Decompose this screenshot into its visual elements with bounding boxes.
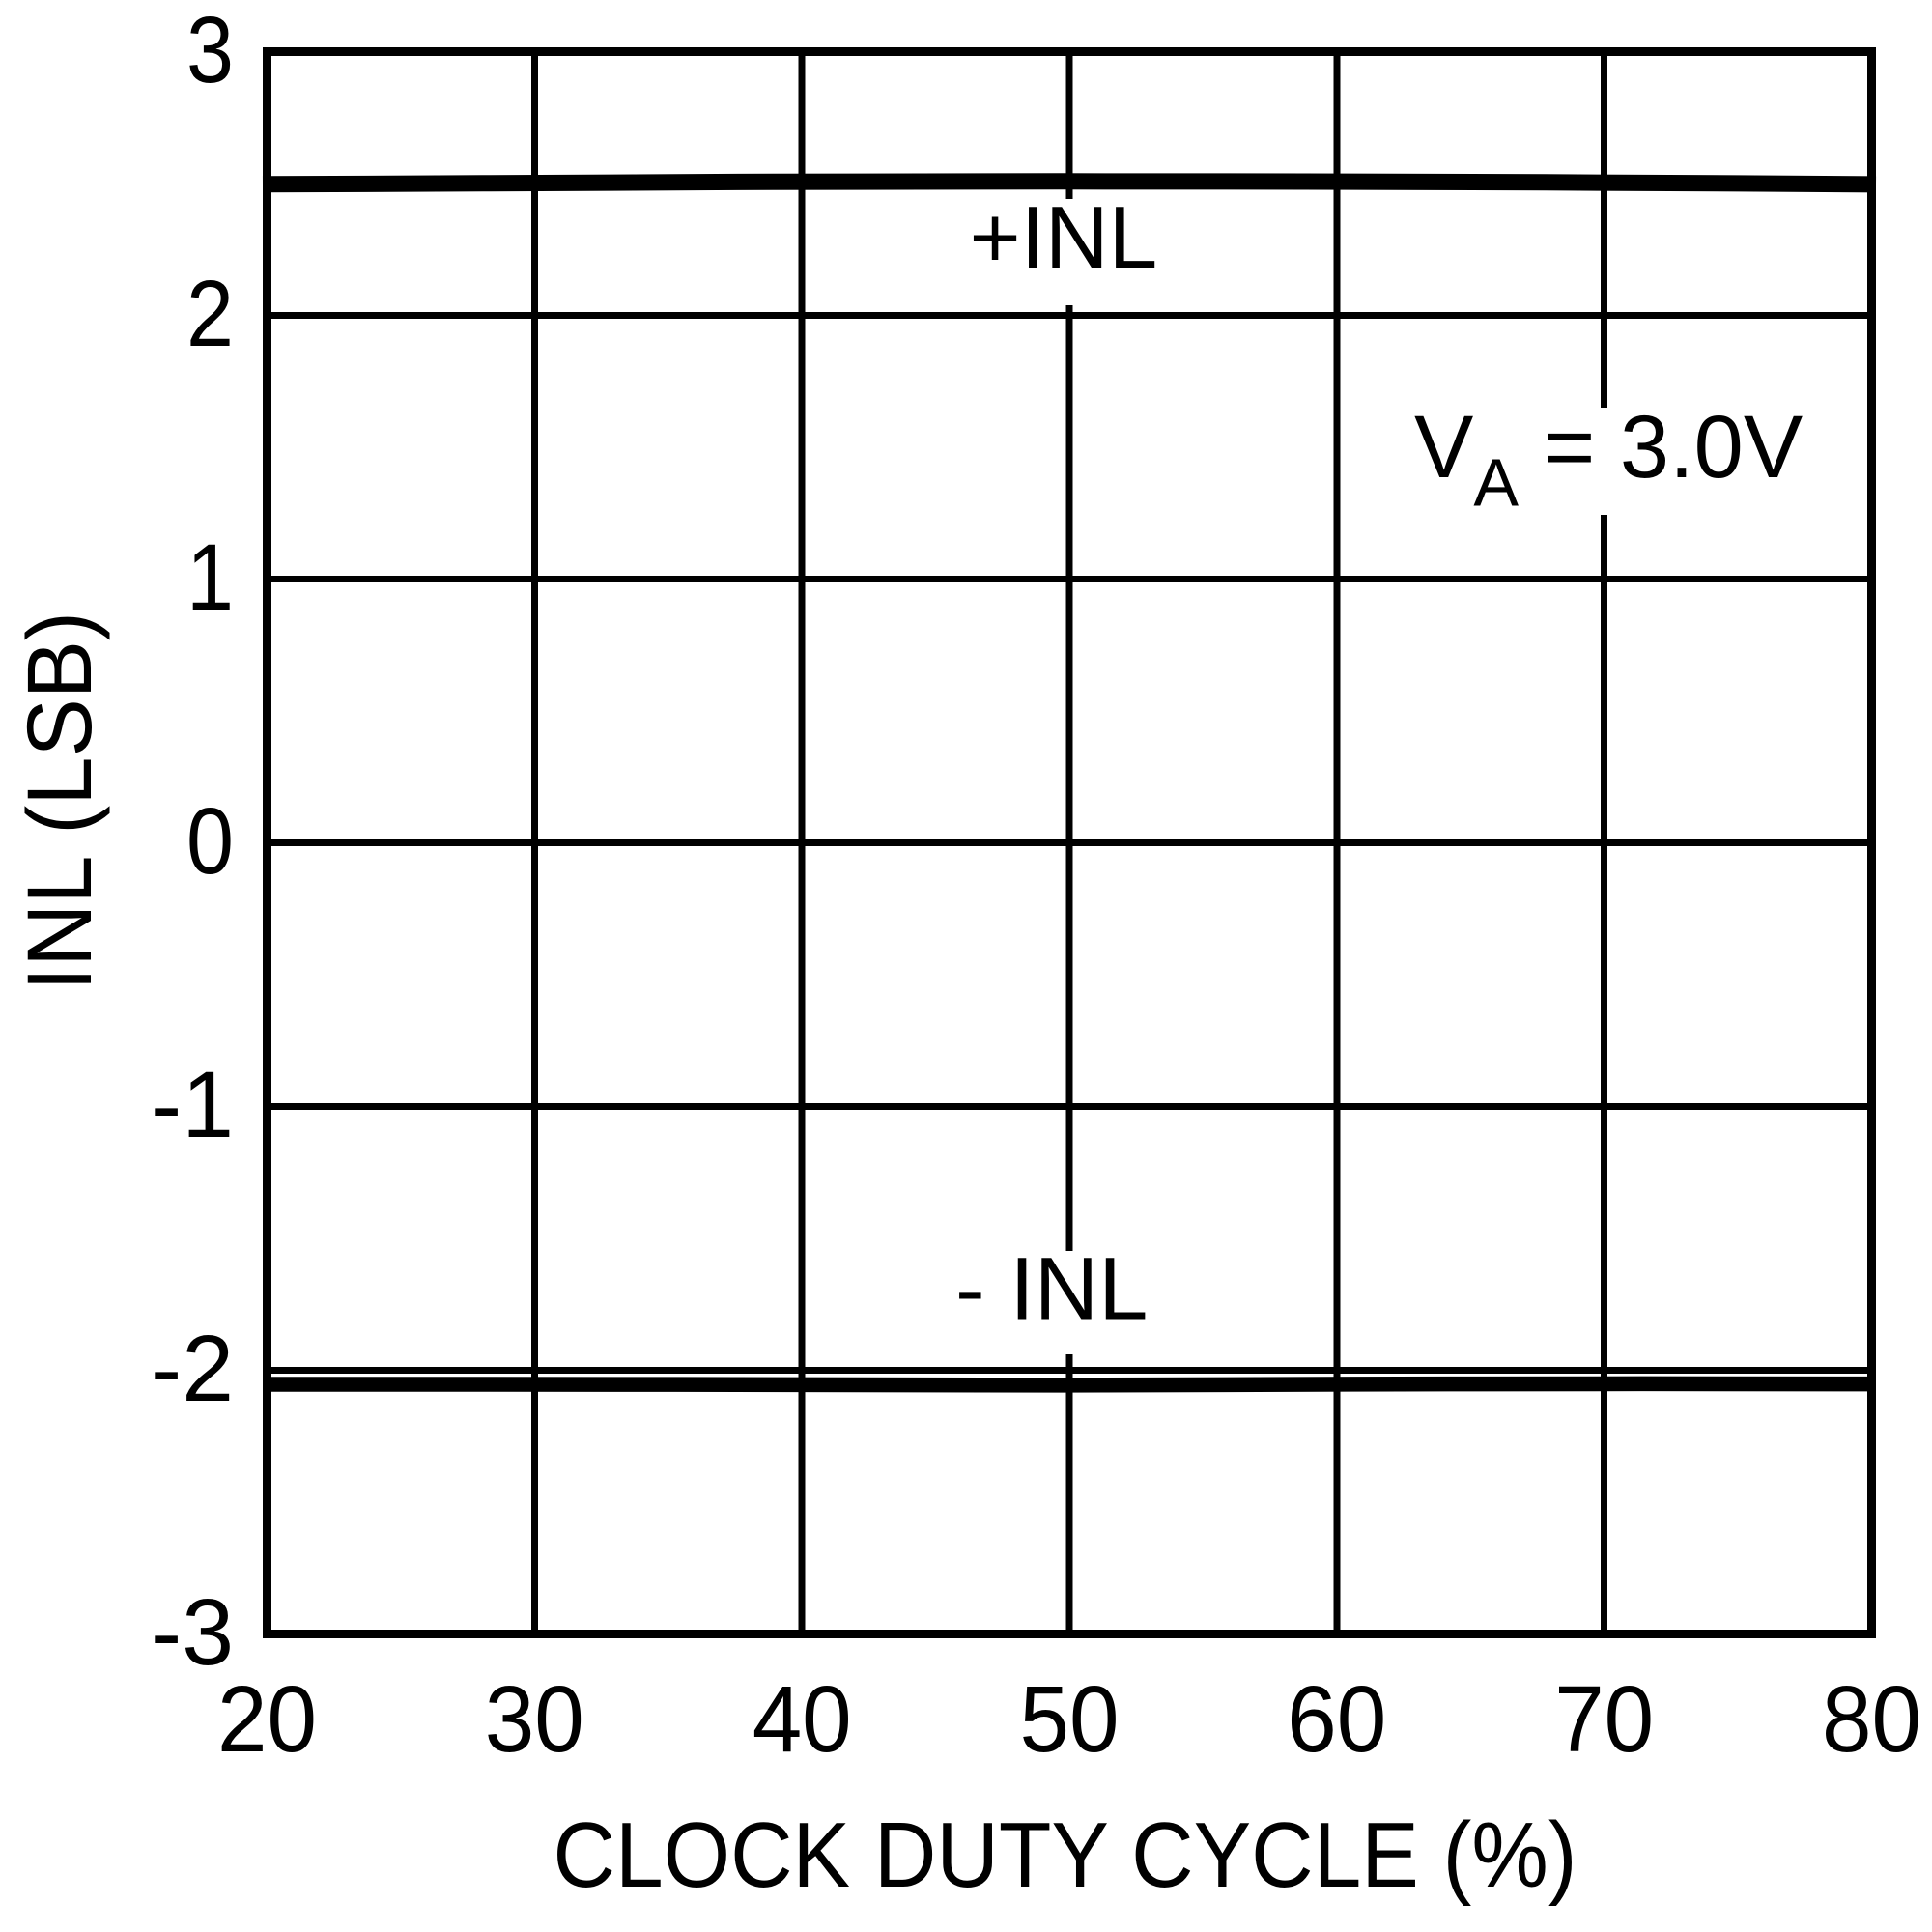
svg-text:70: 70 [1554,1666,1654,1772]
svg-text:-3: -3 [151,1579,234,1685]
svg-text:INL (LSB): INL (LSB) [9,611,111,991]
svg-text:-2: -2 [151,1316,234,1421]
svg-text:3: 3 [186,0,234,102]
svg-text:50: 50 [1020,1666,1120,1772]
svg-text:2: 2 [186,261,234,366]
svg-text:- INL: - INL [955,1240,1148,1339]
svg-text:80: 80 [1822,1666,1921,1772]
svg-text:20: 20 [217,1666,317,1772]
svg-text:60: 60 [1287,1666,1386,1772]
svg-text:40: 40 [753,1666,852,1772]
svg-text:0: 0 [186,788,234,894]
svg-text:+INL: +INL [970,189,1158,287]
svg-text:1: 1 [186,525,234,630]
svg-text:30: 30 [485,1666,584,1772]
svg-text:CLOCK DUTY CYCLE (%): CLOCK DUTY CYCLE (%) [554,1804,1577,1907]
svg-text:-1: -1 [151,1052,234,1157]
